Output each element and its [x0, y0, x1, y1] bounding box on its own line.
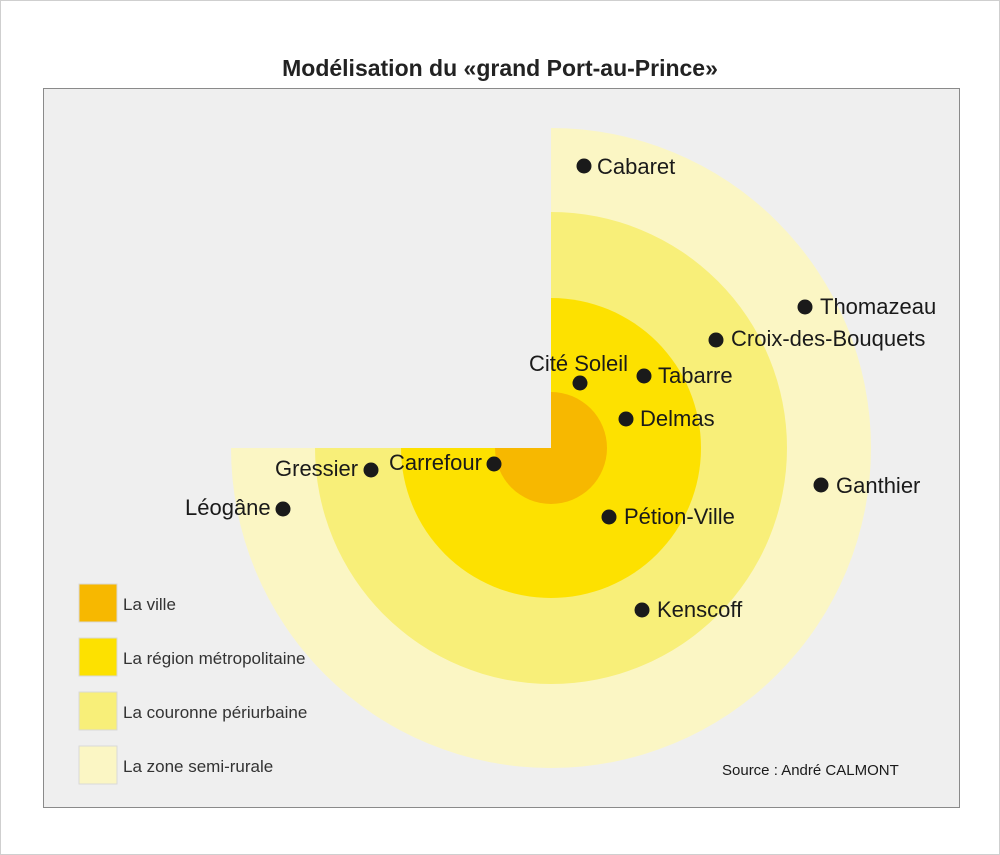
place-cite-soleil: Cité Soleil [529, 351, 628, 391]
place-label: Cité Soleil [529, 351, 628, 376]
place-carrefour: Carrefour [389, 450, 502, 475]
legend-swatch [78, 637, 118, 677]
legend-swatch [78, 691, 118, 731]
legend-item-zone-semi-rurale: La zone semi-rurale [78, 745, 273, 785]
place-label: Delmas [640, 406, 715, 431]
place-dot [363, 462, 379, 478]
place-label: Gressier [275, 456, 358, 481]
zone-ville [495, 392, 607, 504]
place-dot [797, 299, 813, 315]
place-label: Ganthier [836, 473, 920, 498]
place-dot [813, 477, 829, 493]
legend-swatch [78, 745, 118, 785]
place-label: Tabarre [658, 363, 733, 388]
zones-diagram: Cabaret Thomazeau Croix-des-Bouquets Cit… [78, 128, 936, 785]
legend-label: La zone semi-rurale [123, 757, 273, 776]
legend-swatch [78, 583, 118, 623]
place-label: Croix-des-Bouquets [731, 326, 925, 351]
place-dot [601, 509, 617, 525]
place-thomazeau: Thomazeau [797, 294, 936, 319]
legend-item-ville: La ville [78, 583, 176, 623]
place-leogane: Léogâne [185, 495, 291, 520]
place-label: Pétion-Ville [624, 504, 735, 529]
diagram-title: Modélisation du «grand Port-au-Prince» [282, 55, 718, 81]
place-croix-des-bouquets: Croix-des-Bouquets [708, 326, 925, 351]
place-delmas: Delmas [618, 406, 715, 431]
legend-label: La couronne périurbaine [123, 703, 307, 722]
legend-label: La région métropolitaine [123, 649, 305, 668]
legend: La ville La région métropolitaine La cou… [78, 583, 307, 785]
place-label: Léogâne [185, 495, 271, 520]
place-dot [486, 456, 502, 472]
place-dot [708, 332, 724, 348]
place-label: Kenscoff [657, 597, 743, 622]
place-dot [634, 602, 650, 618]
place-petion-ville: Pétion-Ville [601, 504, 735, 529]
legend-item-couronne-periurbaine: La couronne périurbaine [78, 691, 307, 731]
place-gressier: Gressier [275, 456, 379, 481]
place-ganthier: Ganthier [813, 473, 920, 498]
zone-rings [231, 128, 871, 768]
place-cabaret: Cabaret [576, 154, 675, 179]
place-tabarre: Tabarre [636, 363, 733, 388]
place-dot [275, 501, 291, 517]
place-label: Carrefour [389, 450, 482, 475]
place-dot [618, 411, 634, 427]
place-dot [572, 375, 588, 391]
place-label: Cabaret [597, 154, 675, 179]
legend-item-region-metropolitaine: La région métropolitaine [78, 637, 305, 677]
place-markers: Cabaret Thomazeau Croix-des-Bouquets Cit… [185, 154, 936, 622]
place-kenscoff: Kenscoff [634, 597, 743, 622]
place-label: Thomazeau [820, 294, 936, 319]
source-credit: Source : André CALMONT [722, 762, 899, 779]
diagram-panel: Cabaret Thomazeau Croix-des-Bouquets Cit… [43, 88, 960, 808]
place-dot [576, 158, 592, 174]
place-dot [636, 368, 652, 384]
legend-label: La ville [123, 595, 176, 614]
